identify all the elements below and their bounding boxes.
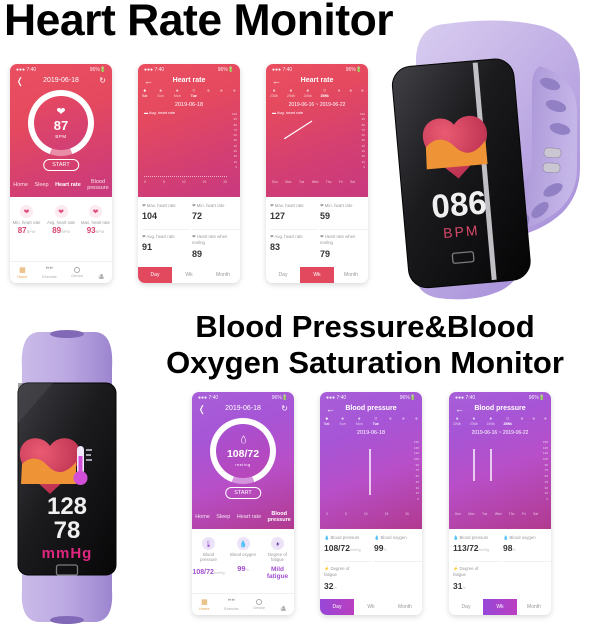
svg-text:mmHg: mmHg (42, 545, 93, 562)
svg-text:128: 128 (47, 493, 87, 520)
svg-text:BPM: BPM (443, 222, 481, 241)
svg-text:086: 086 (430, 183, 488, 225)
svg-text:78: 78 (54, 517, 81, 544)
